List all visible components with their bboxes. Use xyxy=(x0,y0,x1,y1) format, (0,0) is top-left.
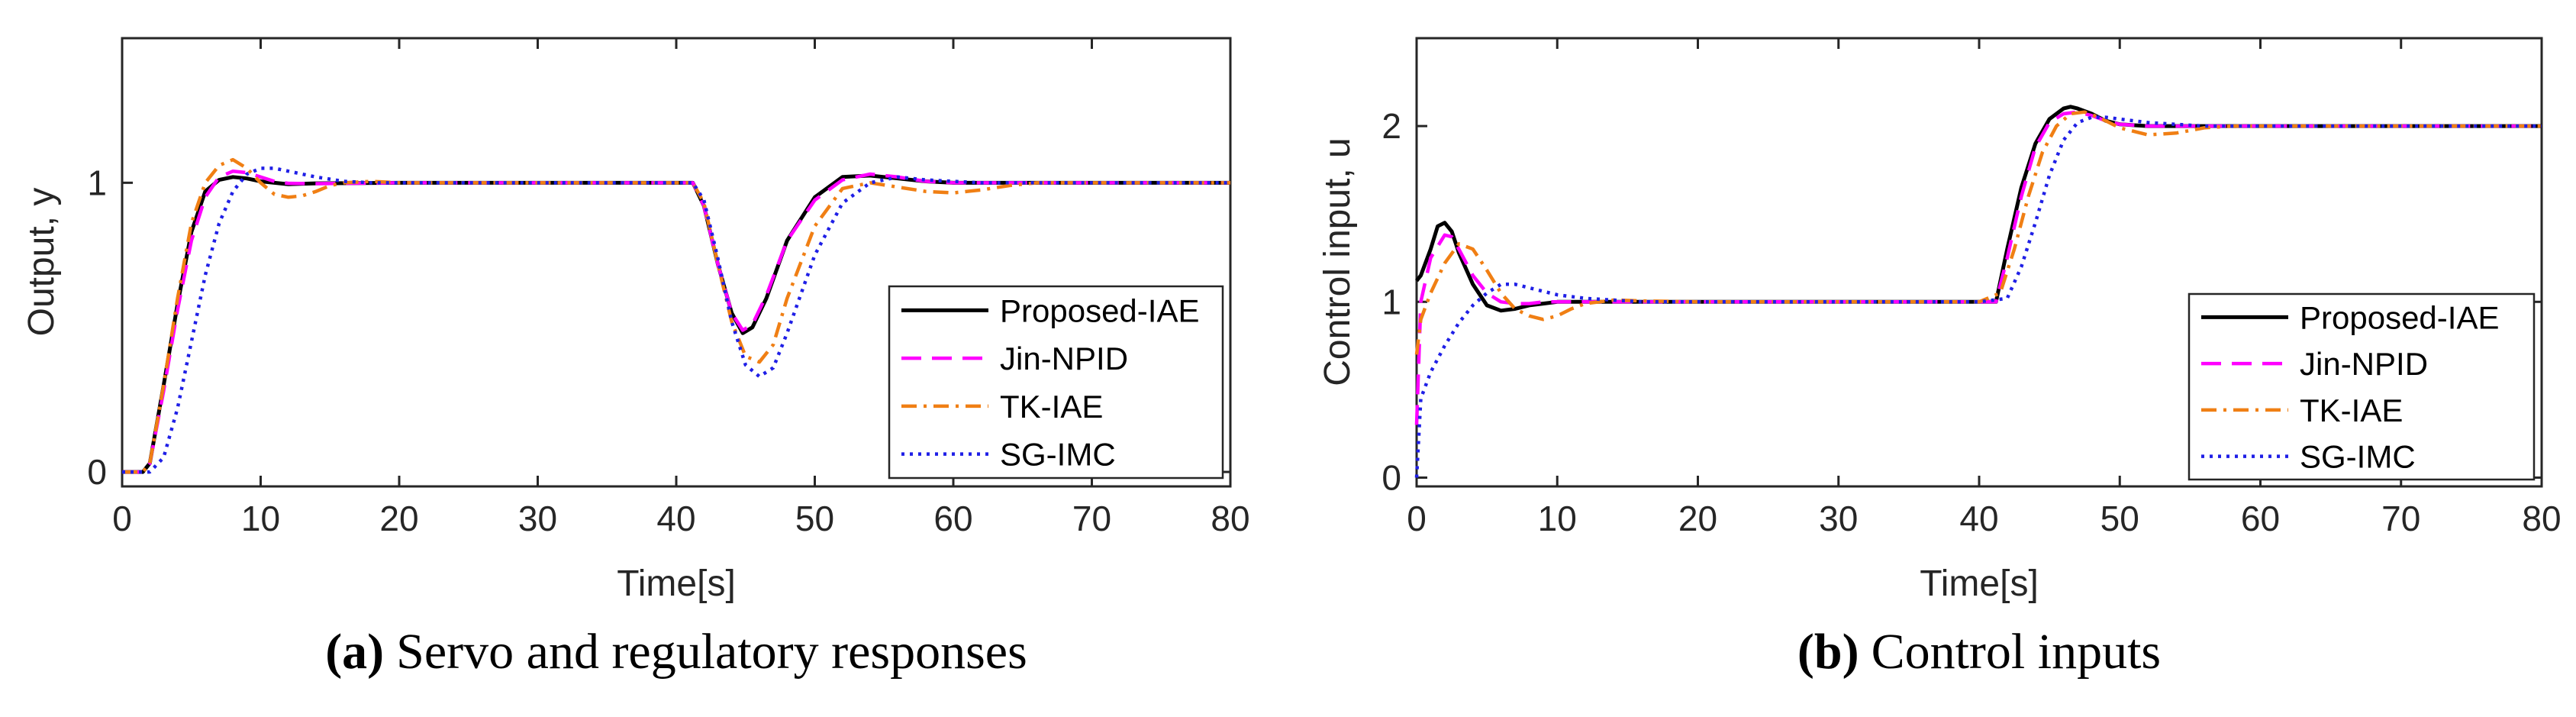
legend-entry-label: Jin-NPID xyxy=(1000,341,1128,376)
x-tick-label: 70 xyxy=(1072,499,1111,538)
x-tick-label: 20 xyxy=(379,499,418,538)
x-tick-label: 80 xyxy=(1211,499,1249,538)
series-line-sg-imc xyxy=(122,166,1230,474)
caption-a: (a) Servo and regulatory responses xyxy=(325,624,1027,680)
y-ticks-a: 01 xyxy=(87,163,1230,492)
caption-text-a: Servo and regulatory responses xyxy=(396,624,1027,680)
y-axis-label-b: Control input, u xyxy=(1317,137,1358,386)
y-tick-label: 0 xyxy=(1381,457,1401,497)
legend-entry-label: TK-IAE xyxy=(1000,389,1103,425)
x-tick-label: 50 xyxy=(795,499,834,538)
legend-entry-label: SG-IMC xyxy=(1000,437,1116,473)
x-tick-label: 0 xyxy=(112,499,132,538)
y-ticks-b: 0 1 2 xyxy=(1381,106,2542,497)
series-lines-b xyxy=(1414,105,2542,478)
legend-entry-label: TK-IAE xyxy=(2300,392,2403,428)
y-tick-label: 0 xyxy=(87,452,107,492)
panel-a: 0 10 20 30 40 50 60 70 80 01 Time[s] Output, y P… xyxy=(21,37,1250,680)
x-tick-label: 10 xyxy=(1538,499,1577,538)
x-tick-label: 80 xyxy=(2522,499,2561,538)
x-tick-label: 70 xyxy=(2381,499,2420,538)
x-tick-label: 40 xyxy=(1959,499,1998,538)
y-tick-label: 1 xyxy=(1381,282,1401,321)
legend-entry-label: Proposed-IAE xyxy=(2300,299,2499,335)
x-tick-label: 0 xyxy=(1407,499,1427,538)
legend-entry-label: Proposed-IAE xyxy=(1000,292,1199,328)
x-tick-label: 10 xyxy=(241,499,280,538)
x-tick-label: 30 xyxy=(1819,499,1858,538)
y-axis-label-a: Output, y xyxy=(21,188,62,337)
x-tick-label: 40 xyxy=(656,499,695,538)
x-tick-label: 50 xyxy=(2100,499,2139,538)
x-axis-label-a: Time[s] xyxy=(617,564,736,604)
legend-frame xyxy=(2188,292,2536,481)
legend-a: Proposed-IAE Jin-NPID TK-IAE SG-IMC xyxy=(888,285,1224,480)
x-axis-label-b: Time[s] xyxy=(1920,564,2039,604)
x-tick-label: 30 xyxy=(518,499,557,538)
legend-entry-label: Jin-NPID xyxy=(2300,346,2428,382)
series-line-jin-npid xyxy=(1414,110,2542,425)
legend-entry-label: SG-IMC xyxy=(2300,439,2416,475)
series-line-jin-npid xyxy=(122,169,1230,474)
legend-frame xyxy=(888,285,1224,480)
x-ticks-b: 0 10 20 30 40 50 60 70 80 xyxy=(1407,38,2561,538)
caption-b: (b) Control inputs xyxy=(1797,624,2161,680)
y-tick-label: 1 xyxy=(87,163,107,202)
series-line-tk-iae xyxy=(1414,110,2542,355)
series-lines-a xyxy=(122,157,1230,474)
x-tick-label: 20 xyxy=(1678,499,1717,538)
legend-b: Proposed-IAE Jin-NPID TK-IAE SG-IMC xyxy=(2188,292,2536,481)
panel-b: 0 10 20 30 40 50 60 70 80 0 1 2 Time[s] Control in… xyxy=(1317,37,2561,680)
caption-tag-b: (b) xyxy=(1797,624,1859,680)
x-ticks-a: 0 10 20 30 40 50 60 70 80 xyxy=(112,38,1250,538)
caption-tag-a: (a) xyxy=(325,624,384,680)
caption-text-b: Control inputs xyxy=(1872,624,2162,680)
y-tick-label: 2 xyxy=(1381,106,1401,146)
x-tick-label: 60 xyxy=(933,499,972,538)
x-tick-label: 60 xyxy=(2241,499,2280,538)
